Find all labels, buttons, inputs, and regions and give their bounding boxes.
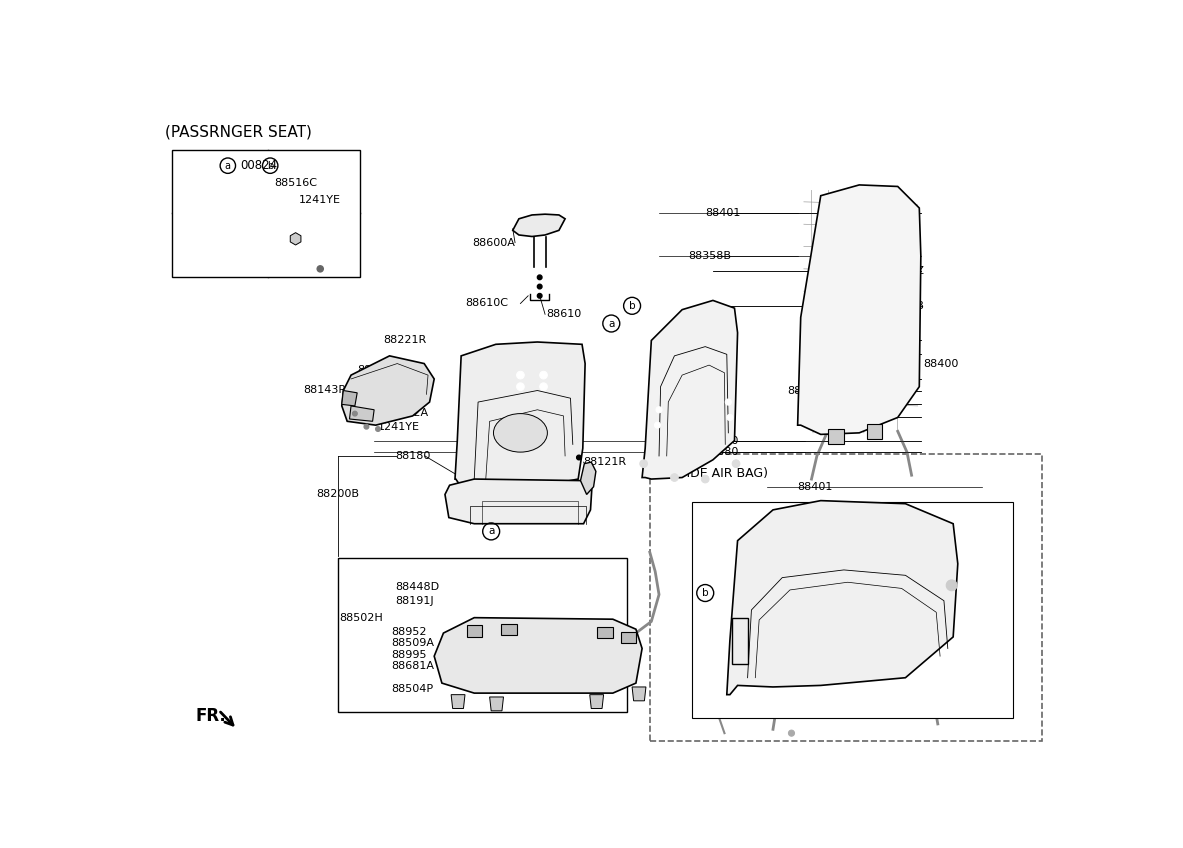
Text: (W/SIDE AIR BAG): (W/SIDE AIR BAG) [658, 466, 769, 479]
Circle shape [539, 371, 548, 379]
Text: 88516C: 88516C [274, 177, 317, 187]
Text: 88358B: 88358B [689, 251, 731, 261]
Text: 88160B: 88160B [881, 301, 924, 311]
Polygon shape [342, 356, 434, 425]
Polygon shape [828, 429, 843, 444]
Text: 88752B: 88752B [357, 365, 400, 375]
Polygon shape [581, 462, 596, 494]
Circle shape [537, 293, 542, 298]
Polygon shape [732, 617, 748, 664]
Text: 1249GB: 1249GB [807, 412, 852, 422]
Circle shape [539, 382, 548, 391]
Circle shape [946, 580, 957, 591]
Polygon shape [632, 687, 646, 700]
Circle shape [725, 399, 731, 405]
Circle shape [364, 424, 369, 429]
Text: b: b [629, 301, 635, 311]
Text: 88195B: 88195B [787, 387, 829, 396]
Text: 88143R: 88143R [303, 385, 347, 394]
Text: b: b [702, 588, 709, 598]
Text: 88600A: 88600A [473, 237, 516, 248]
Circle shape [376, 427, 380, 432]
Circle shape [517, 371, 524, 379]
Circle shape [788, 730, 795, 736]
Text: a: a [608, 319, 614, 328]
Polygon shape [434, 617, 642, 693]
Text: 1249GB: 1249GB [807, 349, 852, 360]
Polygon shape [590, 695, 603, 709]
Text: 88610C: 88610C [465, 298, 508, 309]
Polygon shape [867, 424, 883, 439]
Bar [173, 150, 361, 277]
Polygon shape [621, 632, 636, 643]
Circle shape [576, 455, 581, 460]
Text: 88681A: 88681A [392, 661, 434, 671]
Text: 88390Z: 88390Z [881, 266, 924, 276]
Text: 88502H: 88502H [340, 612, 383, 622]
Text: 88509A: 88509A [392, 638, 434, 648]
Text: b: b [267, 160, 273, 170]
Polygon shape [502, 624, 517, 635]
Text: 88191J: 88191J [395, 596, 434, 605]
Polygon shape [512, 215, 565, 237]
Polygon shape [466, 625, 481, 637]
Circle shape [640, 460, 647, 467]
Circle shape [702, 475, 709, 483]
Text: 88401: 88401 [705, 209, 741, 219]
Polygon shape [490, 697, 504, 711]
Text: 88067A: 88067A [807, 374, 849, 384]
Circle shape [726, 415, 733, 421]
Text: 88380: 88380 [704, 447, 739, 457]
Polygon shape [342, 391, 357, 406]
Circle shape [671, 474, 678, 482]
Polygon shape [726, 500, 958, 695]
Text: 88221R: 88221R [383, 336, 427, 345]
Text: 88504P: 88504P [392, 683, 433, 694]
Text: 88448D: 88448D [395, 582, 440, 592]
Text: 00824: 00824 [240, 159, 277, 172]
Text: 88952: 88952 [392, 627, 427, 637]
Circle shape [517, 382, 524, 391]
Circle shape [732, 460, 739, 467]
Circle shape [537, 275, 542, 280]
Text: 88522A: 88522A [384, 408, 428, 418]
Text: a: a [487, 527, 494, 537]
Text: 88180: 88180 [395, 451, 431, 461]
Text: a: a [225, 160, 231, 170]
Text: 88200B: 88200B [316, 489, 360, 499]
Polygon shape [455, 342, 586, 488]
Circle shape [655, 407, 662, 413]
Text: (PASSRNGER SEAT): (PASSRNGER SEAT) [164, 125, 311, 140]
Text: 88057A: 88057A [807, 399, 849, 409]
Text: 88390A: 88390A [807, 336, 849, 345]
Bar [338, 558, 627, 712]
Text: 1241YE: 1241YE [298, 195, 341, 205]
Polygon shape [797, 185, 920, 434]
Polygon shape [445, 479, 592, 524]
Text: 88400: 88400 [923, 359, 958, 369]
Circle shape [537, 284, 542, 289]
Ellipse shape [493, 414, 548, 452]
Text: 88995: 88995 [392, 650, 427, 660]
Polygon shape [597, 627, 613, 639]
Text: 1241YE: 1241YE [379, 421, 420, 432]
Circle shape [317, 265, 323, 272]
Text: 88121R: 88121R [583, 457, 627, 467]
Text: 1339CC: 1339CC [890, 511, 933, 521]
Polygon shape [451, 695, 465, 709]
Circle shape [654, 422, 660, 428]
Text: 88610: 88610 [547, 310, 582, 320]
Text: 88450: 88450 [704, 436, 739, 445]
Polygon shape [349, 406, 374, 421]
Text: FR.: FR. [195, 707, 226, 725]
Polygon shape [642, 300, 737, 479]
Polygon shape [290, 232, 300, 245]
Bar [649, 455, 1042, 741]
Text: 88920T: 88920T [711, 511, 754, 521]
Circle shape [353, 411, 357, 416]
Text: 88401: 88401 [797, 482, 833, 492]
Bar [692, 502, 1013, 717]
